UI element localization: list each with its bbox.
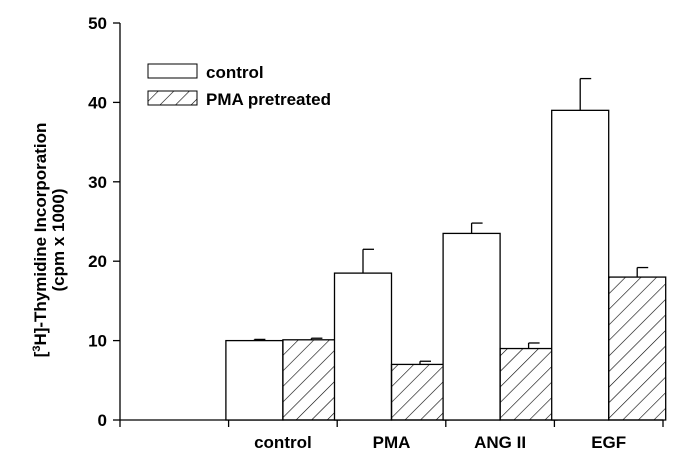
legend: control PMA pretreated [147, 63, 331, 109]
x-ticks [119, 420, 664, 427]
bars: control PMA ANG II EGF [225, 77, 667, 452]
bar-control [551, 109, 610, 421]
x-tick-label: EGF [591, 433, 626, 452]
x-tick-label: ANG II [474, 433, 526, 452]
legend-label-pma-pretreated: PMA pretreated [206, 90, 331, 109]
y-tick-label: 40 [88, 93, 107, 112]
y-tick-label: 30 [88, 173, 107, 192]
legend-swatch-pma-pretreated [147, 90, 198, 106]
y-tick-label: 0 [98, 411, 107, 430]
y-tick-label: 50 [88, 14, 107, 33]
legend-label-control: control [206, 63, 264, 82]
legend-swatch-control [147, 63, 198, 79]
svg-text:[3H]-Thymidine Incorporation: [3H]-Thymidine Incorporation [31, 123, 50, 358]
y-axis-label-post: H]-Thymidine Incorporation [31, 123, 50, 346]
bar-control [225, 339, 284, 421]
bar-pma-pretreated [499, 347, 558, 421]
bar-pma-pretreated [390, 363, 450, 421]
x-tick-label: control [254, 433, 312, 452]
y-axis-label-superscript: 3 [31, 346, 43, 352]
bar-control [333, 272, 393, 421]
y-ticks: 0 10 20 30 40 50 [88, 14, 120, 430]
x-tick-label: PMA [373, 433, 411, 452]
bar-control [442, 232, 501, 421]
y-axis-label-units: (cpm x 1000) [49, 189, 68, 292]
y-tick-label: 10 [88, 332, 107, 351]
bar-pma-pretreated [282, 339, 341, 421]
bar-pma-pretreated [608, 276, 667, 421]
y-tick-label: 20 [88, 252, 107, 271]
y-axis-label-pre: [ [31, 351, 50, 357]
y-axis-label: [3H]-Thymidine Incorporation (cpm x 1000… [31, 123, 68, 358]
